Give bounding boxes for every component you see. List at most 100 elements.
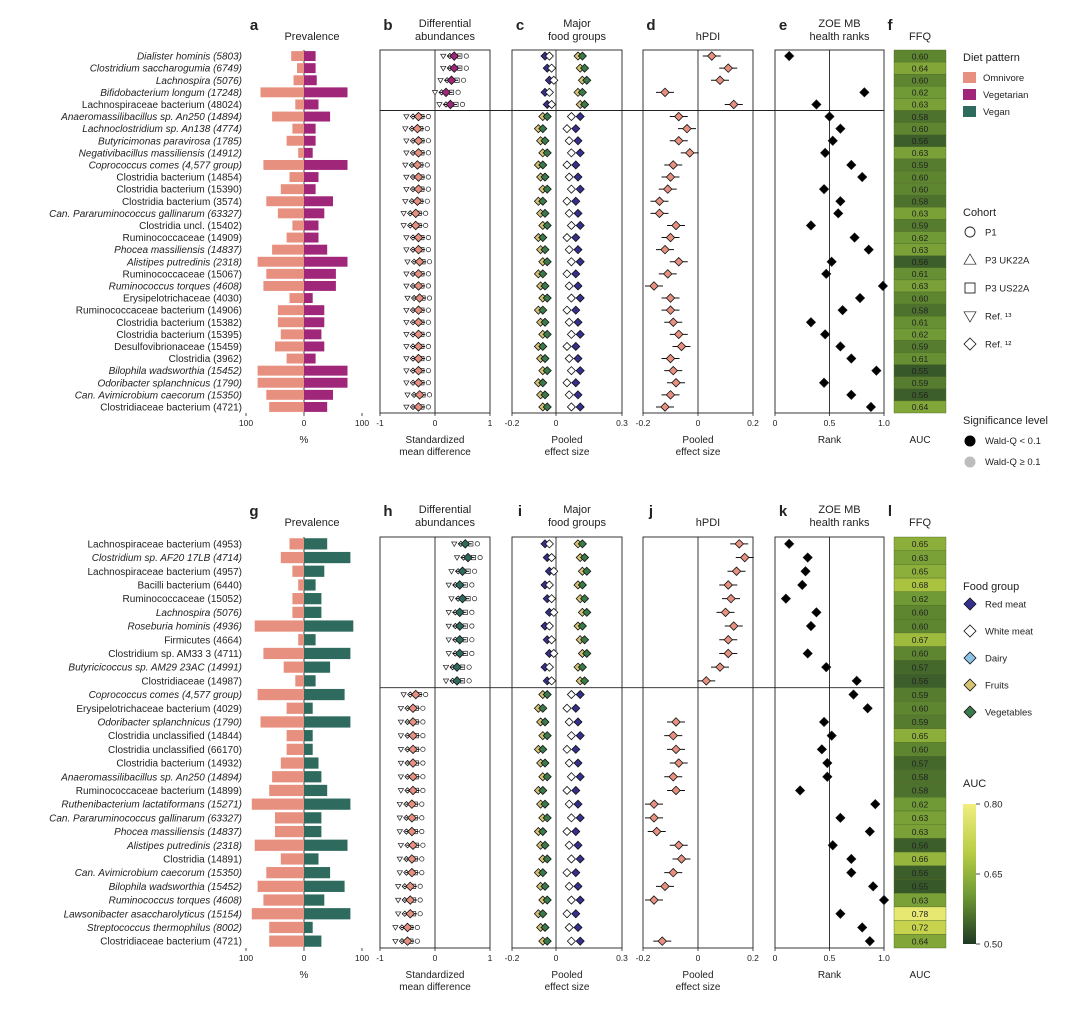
smd-cohort-marker [425,283,431,289]
smd-cohort-marker [477,554,483,561]
tick-label-smd: -1 [376,418,384,428]
taxon-label: Ruminococcaceae bacterium (14906) [76,306,242,317]
legend-label-significance: Wald-Q < 0.1 [985,436,1041,447]
taxon-label: Anaeromassilibacillus sp. An250 (14894) [60,772,242,783]
hpdi-marker [715,75,725,86]
tick-label-rank: 0.5 [824,418,836,428]
smd-cohort-marker [448,596,455,602]
auc-value: 0.63 [912,895,929,905]
hpdi-marker [673,256,684,267]
auc-value: 0.60 [912,75,929,85]
prevalence-bar-omnivore [254,839,304,851]
food-group-marker [547,635,557,645]
smd-cohort-marker [425,331,431,337]
smd-cohort-marker [469,623,475,629]
food-group-marker [562,124,572,134]
smd-pooled-marker [405,895,416,905]
smd-cohort-marker [397,760,405,767]
smd-cohort-marker [417,897,423,903]
smd-pooled-marker [457,593,468,604]
hpdi-marker [649,281,659,291]
smd-cohort-marker [425,150,431,156]
smd-cohort-marker [420,787,426,794]
prevalence-bar-vegan [304,921,313,934]
food-group-marker [566,366,576,376]
auc-value: 0.60 [912,649,929,659]
auc-value: 0.55 [912,882,929,892]
tick-label-rank: 0 [773,953,778,963]
prevalence-bar-vegetarian [304,159,348,170]
taxon-label: Bacilli bacterium (6440) [138,580,243,591]
food-group-marker [566,402,576,412]
food-group-marker [544,662,554,672]
food-group-marker [580,99,590,110]
tick-label-hpdi: 0 [696,953,701,963]
legend-label-food-group: Vegetables [985,708,1032,719]
taxon-label: Clostridium sp. AF20 17LB (4714) [92,553,242,564]
smd-cohort-marker [431,90,439,96]
title-diff-2: abundances [415,31,475,43]
taxon-label: Can. Pararuminococcus gallinarum (63327) [49,209,242,220]
food-group-marker [538,196,548,206]
food-group-marker [538,868,548,878]
rank-marker [835,341,846,352]
food-group-marker [575,293,585,303]
smd-pooled-marker [454,607,465,618]
smd-cohort-marker [425,343,431,350]
food-group-marker [575,220,585,231]
smd-cohort-marker [397,719,405,726]
title-zoe-2: health ranks [810,31,870,43]
smd-pooled-marker [449,51,460,61]
title-zoe-2: health ranks [810,517,870,529]
food-group-marker [540,317,550,327]
smd-cohort-marker [404,295,411,302]
smd-cohort-marker [455,89,461,95]
food-group-marker [575,731,585,741]
food-group-marker [577,580,587,590]
food-group-marker [571,160,581,170]
rank-marker [820,329,831,340]
xlabel-auc: AUC [909,435,930,446]
food-group-marker [575,854,585,864]
smd-cohort-marker [448,569,455,575]
prevalence-bar-vegetarian [304,208,325,219]
food-group-marker [562,909,572,919]
rank-marker [857,171,868,183]
taxon-label: Anaeromassilibacillus sp. An250 (14894) [60,112,242,123]
panel-letter: b [383,17,392,34]
smd-cohort-marker [403,344,410,350]
auc-value: 0.56 [912,676,929,686]
rank-marker [859,87,870,98]
smd-cohort-marker [403,150,410,157]
rank-marker [811,607,822,618]
legend-label-cohort: Ref. ¹² [985,340,1011,351]
auc-value: 0.60 [912,293,929,303]
food-group-marker [562,305,572,315]
smd-cohort-marker [463,65,469,71]
tick-label-smd: 0 [433,418,438,428]
auc-value: 0.59 [912,690,929,700]
taxon-label: Clostridia bacterium (15382) [116,318,242,329]
smd-pooled-marker [449,63,460,73]
legend-label-diet: Omnivore [983,73,1024,84]
title-prevalence: Prevalence [284,31,339,43]
prevalence-bar-vegetarian [304,377,348,388]
prevalence-bar-omnivore [251,798,304,810]
smd-cohort-marker [403,320,410,326]
hpdi-marker [728,621,739,631]
title-diff-2: abundances [415,517,475,529]
food-group-marker [566,895,576,905]
taxon-label: Coprococcus comes (4,577 group) [89,160,242,171]
smd-cohort-marker [426,259,433,265]
prevalence-bar-vegan [304,798,351,810]
smd-cohort-marker [397,788,405,794]
smd-pooled-marker [408,785,418,796]
prevalence-bar-vegetarian [304,341,325,352]
food-group-marker [573,281,583,291]
food-group-marker [538,124,548,134]
auc-value: 0.65 [912,566,929,576]
food-group-marker [564,245,574,255]
smd-cohort-marker [445,651,452,657]
hpdi-marker [662,184,673,194]
tick-label-smd: 1 [488,953,493,963]
